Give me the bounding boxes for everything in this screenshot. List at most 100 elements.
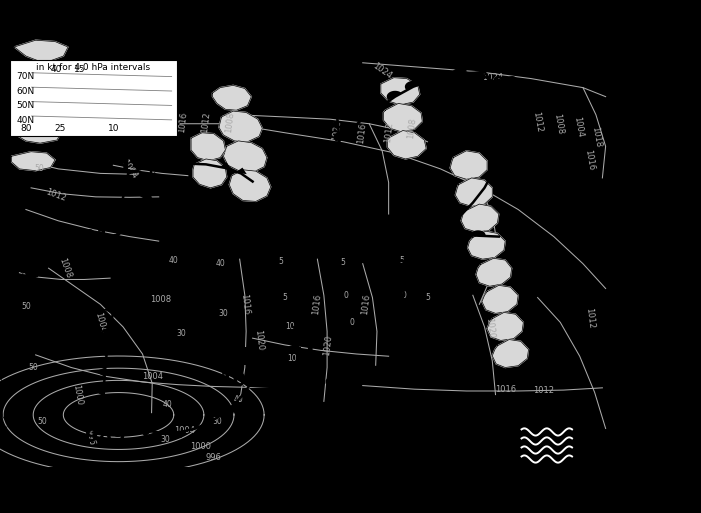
Polygon shape [395,311,403,320]
Text: 1016: 1016 [312,293,323,315]
Polygon shape [14,40,68,62]
Text: 1023: 1023 [220,226,275,245]
Text: 1004: 1004 [174,426,195,435]
Text: 1016: 1016 [177,111,189,133]
Text: in kt for 4.0 hPa intervals: in kt for 4.0 hPa intervals [36,64,150,72]
Text: 1016: 1016 [495,385,516,393]
Polygon shape [326,177,336,187]
Polygon shape [492,340,529,367]
Polygon shape [290,62,309,69]
Polygon shape [288,343,299,352]
Text: 1020: 1020 [322,334,334,356]
Text: 1000: 1000 [109,179,163,198]
Polygon shape [312,233,322,242]
Text: 1013: 1013 [70,228,124,247]
Text: L: L [121,154,136,177]
Text: H: H [294,346,315,369]
Polygon shape [140,174,151,184]
Text: ×: × [238,353,247,364]
Polygon shape [179,157,191,164]
Text: L: L [407,203,423,227]
Polygon shape [451,68,468,77]
Text: 0: 0 [349,318,354,327]
Text: 50: 50 [76,111,86,121]
Polygon shape [328,120,338,129]
Text: 5: 5 [341,258,346,267]
Text: 1020: 1020 [253,329,265,351]
Polygon shape [145,137,156,148]
Polygon shape [107,264,117,273]
Polygon shape [357,111,372,121]
Polygon shape [301,268,312,278]
Text: 10: 10 [606,205,629,223]
Polygon shape [25,97,70,117]
Polygon shape [97,347,107,357]
Polygon shape [138,162,150,168]
Text: 1024: 1024 [220,371,275,390]
Text: ×: × [414,212,424,222]
Polygon shape [203,421,215,428]
Text: 1008: 1008 [150,295,171,304]
Polygon shape [317,215,327,224]
Text: 1024: 1024 [371,61,393,81]
Text: 1012: 1012 [44,187,67,203]
Polygon shape [381,77,420,105]
Polygon shape [325,143,339,153]
Polygon shape [224,141,267,172]
Text: H: H [229,346,250,369]
Polygon shape [142,156,154,166]
Text: 5: 5 [399,256,404,265]
Polygon shape [219,111,262,142]
Text: 25: 25 [54,124,66,133]
Text: ×: × [91,212,100,222]
Polygon shape [104,305,114,314]
Text: L: L [562,393,578,417]
Polygon shape [229,170,271,202]
Text: 100: 100 [557,418,598,437]
Polygon shape [291,323,301,332]
Text: 40: 40 [169,256,179,265]
Text: L: L [89,402,105,426]
Text: 10: 10 [287,354,297,363]
Text: 80: 80 [21,124,32,133]
Polygon shape [107,418,119,425]
Polygon shape [240,389,252,397]
Text: 1016: 1016 [355,122,367,144]
Text: 996: 996 [85,429,97,446]
Text: 15: 15 [74,65,86,74]
Text: 1016: 1016 [239,293,250,315]
Text: L: L [477,50,492,74]
Text: 1012: 1012 [200,111,212,133]
Polygon shape [275,382,292,388]
Text: 70N: 70N [17,72,35,81]
Polygon shape [108,224,118,233]
Text: 30: 30 [161,435,170,444]
Polygon shape [166,83,178,92]
Polygon shape [94,386,104,396]
Text: 1008: 1008 [224,111,236,133]
Polygon shape [111,205,121,214]
Polygon shape [320,83,331,92]
Polygon shape [140,192,151,202]
Polygon shape [470,230,486,236]
Text: L: L [177,50,193,74]
Polygon shape [388,130,426,159]
Text: metoffice.gov: metoffice.gov [586,440,634,446]
Text: L: L [23,258,39,282]
Polygon shape [115,187,125,196]
Polygon shape [306,251,317,260]
Text: 1005: 1005 [165,75,219,94]
Polygon shape [191,133,226,161]
Polygon shape [219,162,231,168]
Text: 1012: 1012 [395,228,449,247]
Text: 1004: 1004 [142,372,163,381]
Text: 1012: 1012 [533,386,554,396]
Text: 30: 30 [213,417,222,426]
Text: 1024: 1024 [482,73,503,82]
Polygon shape [204,62,224,69]
Text: 5: 5 [283,293,287,302]
Text: 50: 50 [21,302,31,311]
Polygon shape [461,204,498,232]
Polygon shape [100,327,111,336]
Polygon shape [174,431,186,439]
